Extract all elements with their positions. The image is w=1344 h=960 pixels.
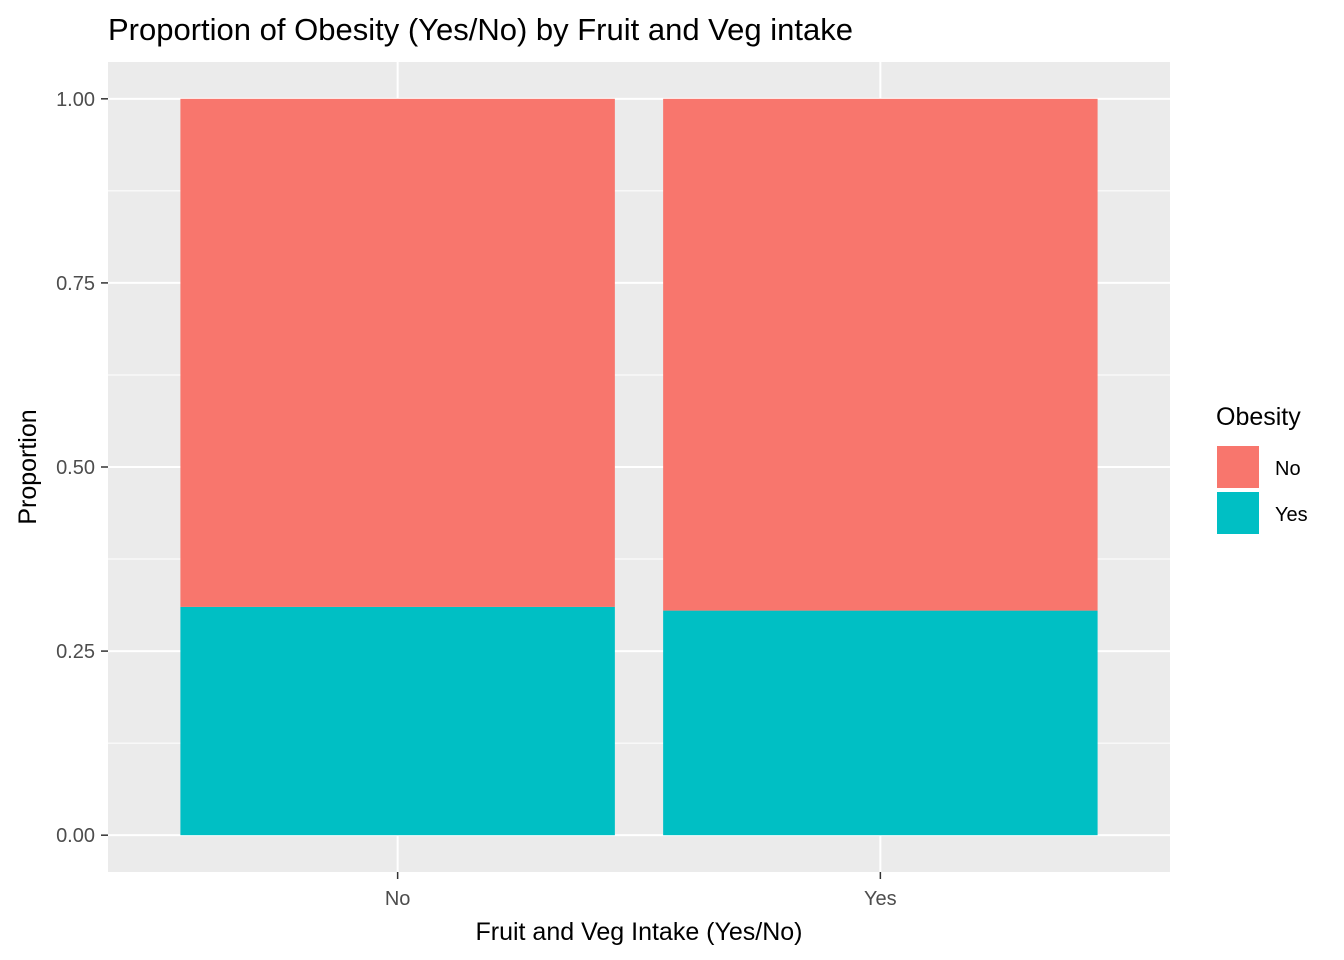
legend-label-no: No	[1275, 458, 1301, 480]
x-axis-title: Fruit and Veg Intake (Yes/No)	[475, 918, 802, 946]
bar-yes-yes	[663, 610, 1098, 836]
y-tick-label: 1.00	[56, 89, 95, 111]
y-tick-label: 0.75	[56, 273, 95, 295]
y-tick-label: 0.25	[56, 641, 95, 663]
y-tick-label: 0.00	[56, 825, 95, 847]
bar-no-no	[180, 98, 615, 607]
bar-yes-no	[663, 98, 1098, 611]
legend: Obesity No Yes	[1215, 403, 1308, 536]
legend-title: Obesity	[1216, 403, 1301, 431]
x-axis: No Yes	[385, 872, 897, 910]
legend-key-yes	[1215, 490, 1261, 536]
legend-label-yes: Yes	[1275, 504, 1308, 526]
bars	[180, 98, 1098, 836]
x-tick-label: No	[385, 888, 411, 910]
y-axis-title: Proportion	[14, 409, 42, 524]
y-axis: 0.00 0.25 0.50 0.75 1.00	[56, 89, 108, 847]
chart-title: Proportion of Obesity (Yes/No) by Fruit …	[108, 12, 853, 47]
y-tick-label: 0.50	[56, 457, 95, 479]
legend-keys: No Yes	[1215, 444, 1308, 536]
legend-key-no	[1215, 444, 1261, 490]
bar-no-yes	[180, 606, 615, 836]
x-tick-label: Yes	[864, 888, 897, 910]
